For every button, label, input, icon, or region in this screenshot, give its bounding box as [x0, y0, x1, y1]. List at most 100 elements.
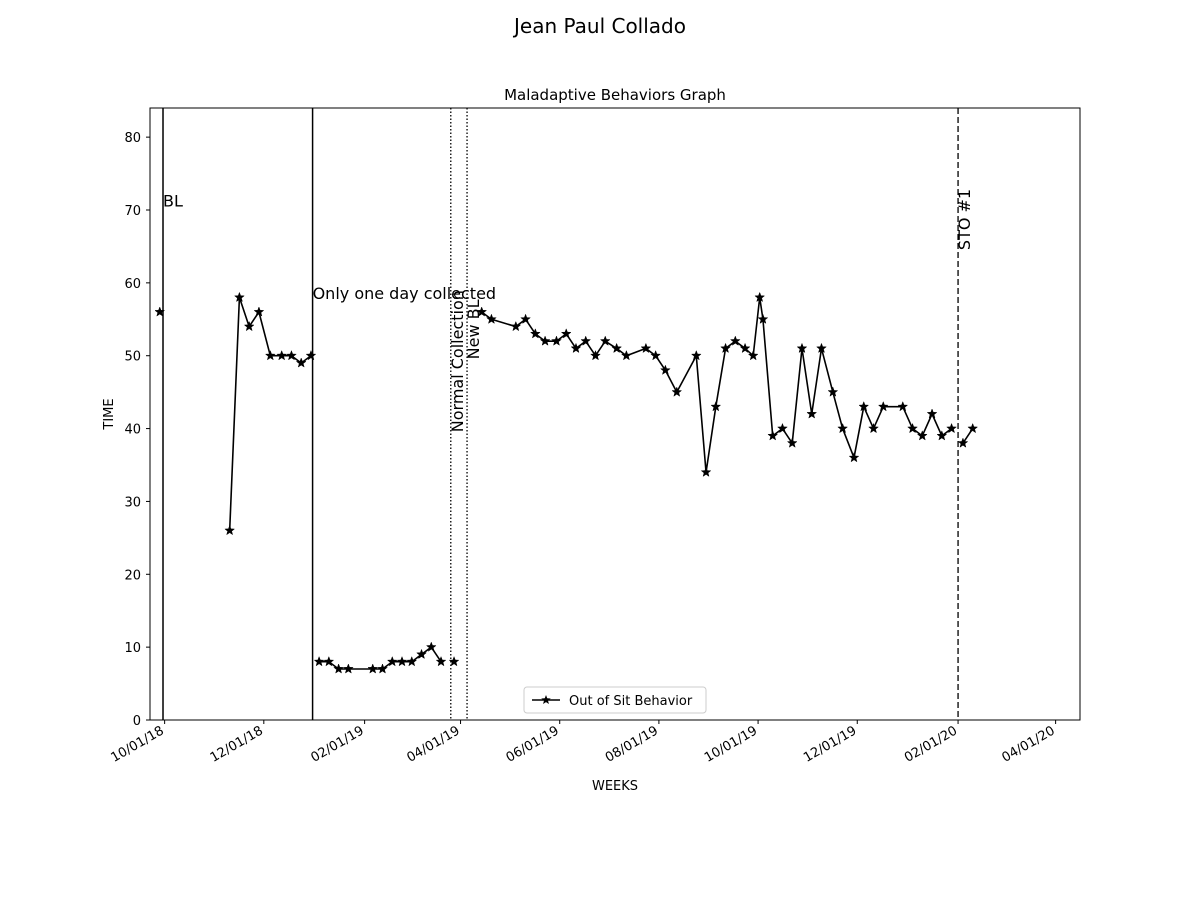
data-point [295, 357, 307, 368]
data-point [243, 320, 255, 332]
data-point [620, 349, 632, 361]
data-point [754, 291, 766, 303]
data-point [877, 400, 889, 412]
data-point [897, 400, 909, 412]
data-point [868, 422, 879, 434]
data-point [305, 349, 317, 361]
data-point [837, 422, 849, 434]
data-point [806, 408, 818, 419]
data-point [425, 641, 437, 652]
data-point [377, 663, 388, 674]
data-point [476, 306, 488, 317]
y-axis: 0 10 20 30 40 50 60 70 80 [124, 131, 150, 729]
series-line [319, 646, 442, 670]
data-point [396, 655, 408, 667]
x-tick-label: 02/01/20 [902, 723, 960, 765]
data-point [323, 655, 335, 667]
y-tick-label: 50 [124, 350, 141, 365]
y-tick-label: 30 [124, 495, 141, 510]
data-point [264, 349, 276, 361]
data-point [757, 313, 769, 324]
phase-label: STO #1 [955, 189, 974, 250]
y-axis-label: TIME [102, 398, 117, 430]
data-point [224, 524, 236, 536]
data-point [580, 335, 592, 346]
data-point [510, 320, 522, 332]
x-tick-label: 10/01/18 [109, 723, 167, 765]
data-point [729, 335, 741, 346]
data-point [611, 342, 623, 354]
data-point [650, 349, 662, 361]
data-point [539, 335, 551, 346]
data-point [342, 663, 354, 674]
x-tick-label: 10/01/19 [702, 723, 760, 765]
series-line [481, 296, 953, 474]
data-point [590, 349, 601, 361]
y-tick-label: 70 [124, 204, 141, 219]
x-tick-label: 04/01/20 [1000, 723, 1058, 765]
data-point [747, 349, 759, 361]
data-point [367, 663, 379, 674]
y-tick-label: 0 [133, 714, 141, 729]
data-point [529, 328, 541, 339]
phase-label: Normal Collection [448, 290, 467, 432]
series-markers [154, 291, 979, 674]
phase-label: Only one day collected [313, 284, 497, 303]
series-lines [228, 296, 974, 670]
phase-lines [162, 108, 959, 720]
data-point [827, 386, 839, 397]
x-tick-label: 12/01/18 [208, 723, 266, 765]
data-point [946, 422, 957, 434]
series-line [228, 296, 312, 531]
data-point [406, 655, 418, 667]
x-tick-label: 12/01/19 [801, 723, 859, 765]
x-axis: 10/01/18 12/01/18 02/01/19 04/01/19 06/01/19… [109, 720, 1058, 766]
data-point [485, 313, 497, 324]
legend-box [523, 686, 707, 714]
y-tick-label: 20 [124, 568, 141, 583]
data-point [416, 648, 427, 660]
data-point [858, 400, 870, 412]
data-point [233, 291, 245, 303]
data-point [551, 335, 562, 346]
data-point [848, 451, 860, 463]
data-point [786, 437, 798, 448]
data-point [739, 342, 751, 354]
data-point [936, 430, 948, 441]
data-point [957, 437, 969, 448]
data-point [671, 386, 683, 397]
data-point [777, 422, 788, 434]
data-point [313, 655, 325, 667]
data-point [570, 342, 582, 354]
y-tick-label: 10 [124, 641, 141, 656]
phase-label: BL [163, 191, 183, 210]
data-point [333, 663, 345, 674]
x-tick-label: 02/01/19 [309, 723, 367, 765]
data-point [816, 342, 827, 354]
data-point [640, 342, 652, 354]
data-point [690, 349, 702, 361]
data-point [700, 466, 712, 477]
data-point [276, 349, 288, 361]
data-point [154, 306, 166, 317]
y-tick-label: 40 [124, 423, 141, 438]
data-point [253, 306, 265, 317]
legend-marker-swatch [541, 695, 551, 705]
x-tick-label: 08/01/19 [603, 723, 661, 765]
data-point [967, 422, 979, 434]
phase-label: New BL [464, 299, 483, 359]
data-point [448, 655, 460, 667]
data-point [435, 655, 447, 667]
x-tick-label: 04/01/19 [404, 723, 462, 765]
data-point [926, 408, 938, 419]
y-tick-label: 60 [124, 277, 141, 292]
data-point [520, 313, 532, 324]
data-point [286, 349, 297, 361]
legend: Out of Sit Behavior [523, 686, 707, 714]
data-point [710, 400, 722, 412]
data-point [386, 655, 398, 667]
data-point [916, 430, 928, 441]
data-point [659, 364, 671, 375]
